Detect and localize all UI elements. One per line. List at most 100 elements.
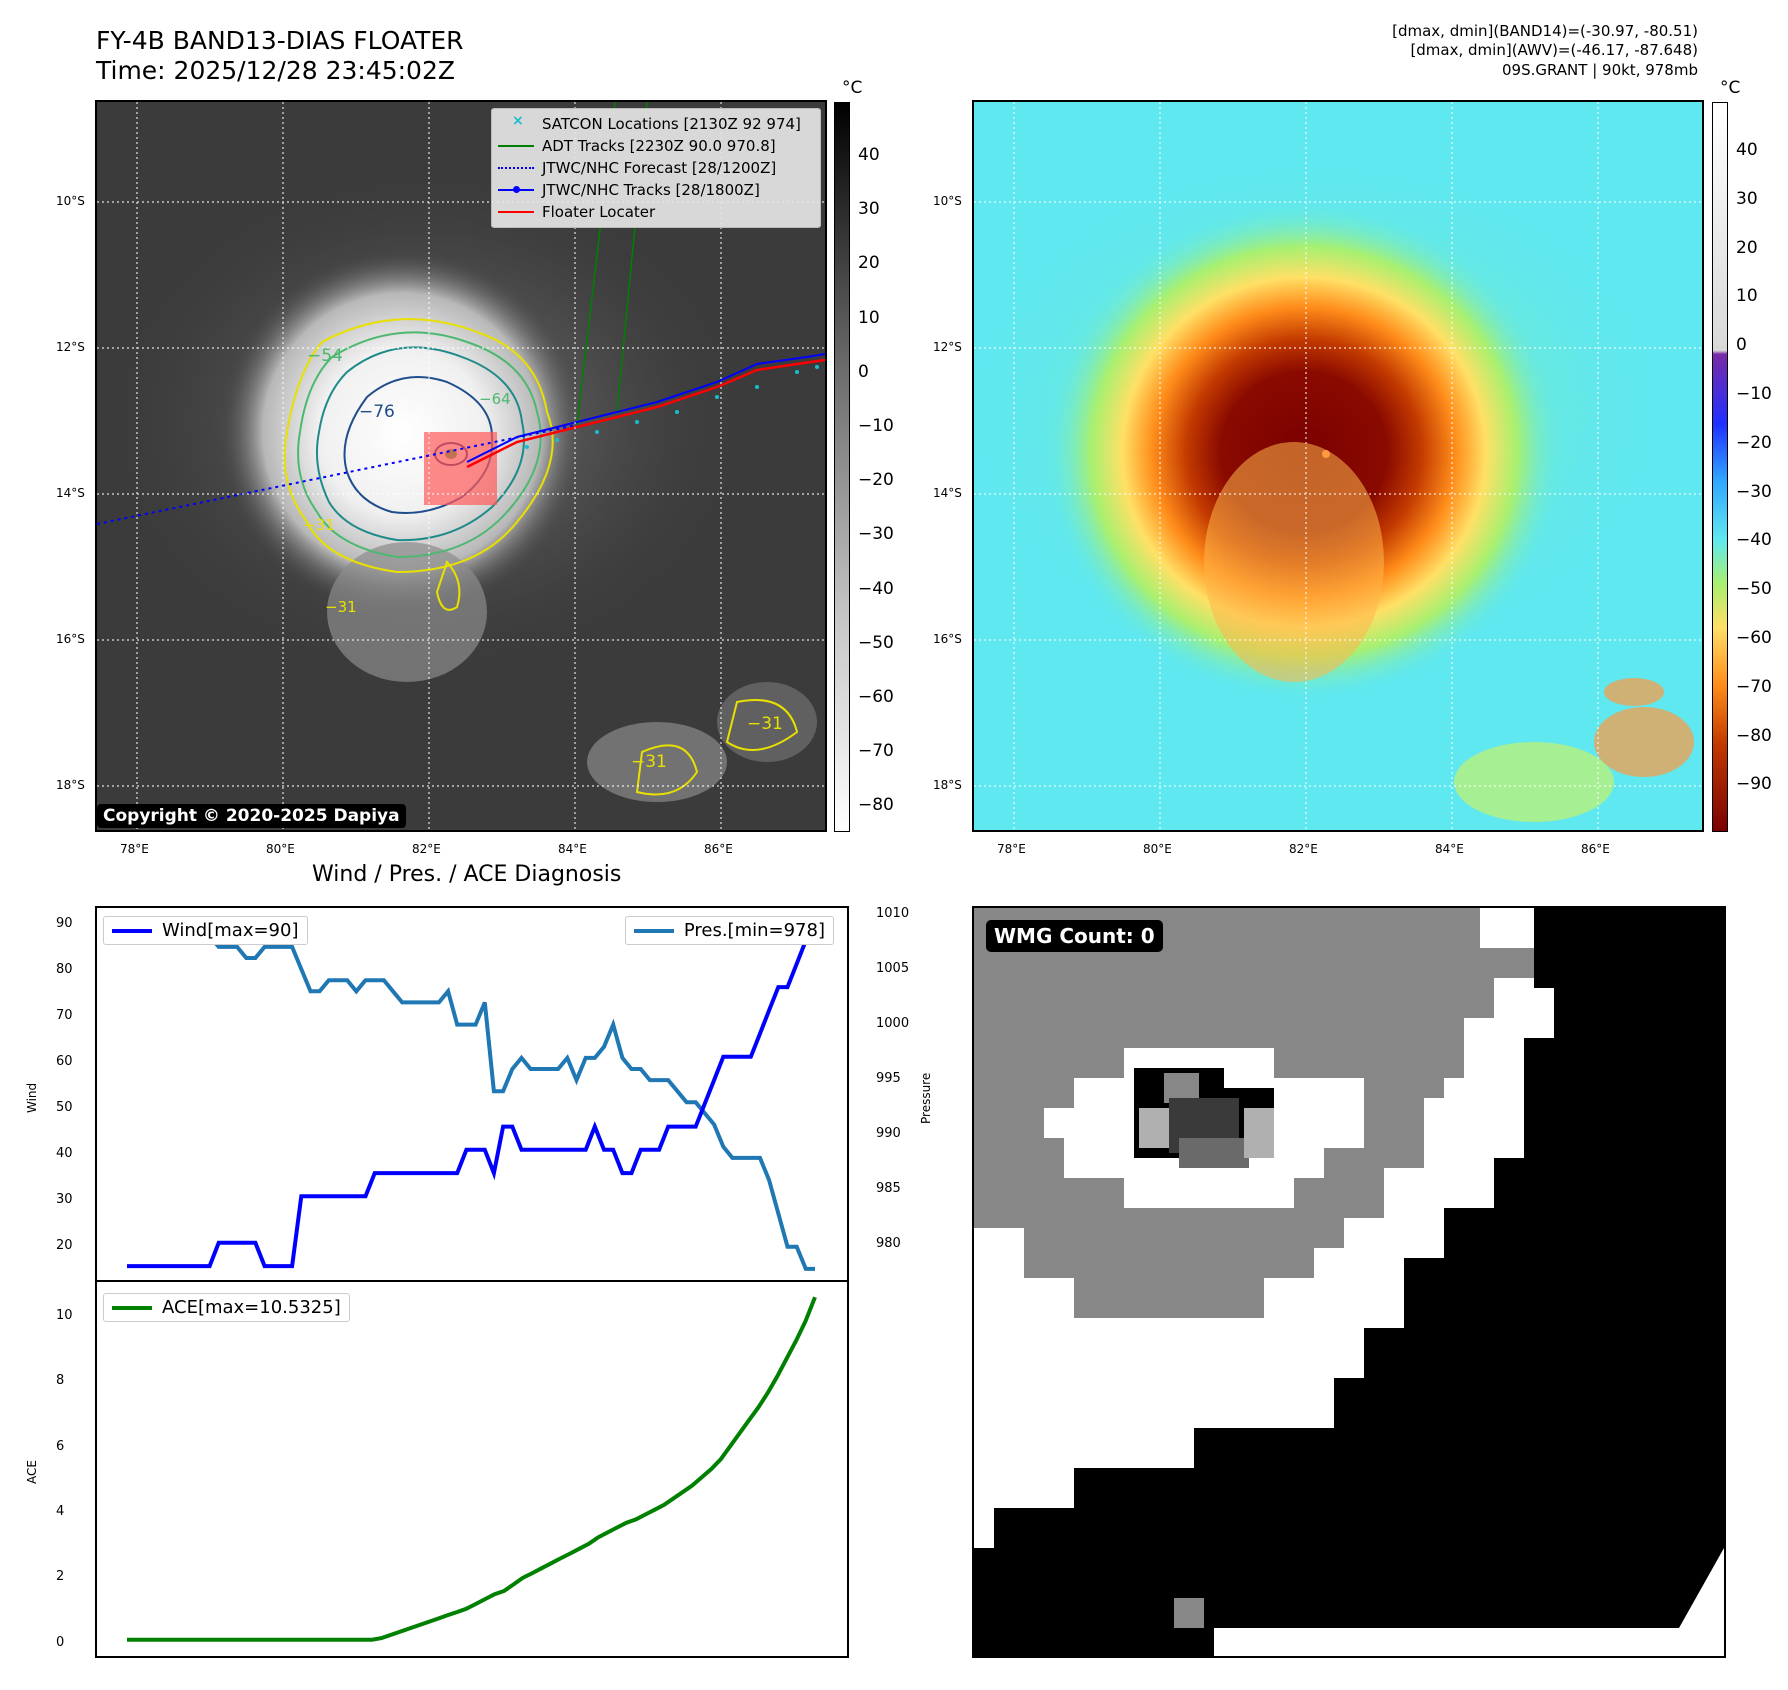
- wv-colorbar-tick: −20: [1736, 432, 1772, 453]
- wind-legend: Wind[max=90]: [103, 916, 308, 945]
- ir-lon-82e: 82°E: [412, 842, 441, 856]
- pressure-tick: 990: [876, 1126, 901, 1141]
- ace-legend-label: ACE[max=10.5325]: [162, 1297, 341, 1318]
- pressure-tick: 1005: [876, 961, 910, 976]
- wind-axis-label: Wind: [25, 1082, 39, 1113]
- ir-colorbar-tick: −70: [858, 741, 894, 762]
- pressure-series-line: [127, 922, 815, 1271]
- legend-tracks-label: JTWC/NHC Tracks [28/1800Z]: [542, 181, 760, 199]
- wind-pressure-plot: [127, 916, 817, 1271]
- wv-lon-80e: 80°E: [1143, 842, 1172, 856]
- ir-colorbar-tick: −20: [858, 470, 894, 491]
- ir-lat-18s: 18°S: [56, 778, 85, 792]
- contour-label-54: −54: [307, 346, 343, 366]
- diag-title: Wind / Pres. / ACE Diagnosis: [312, 862, 622, 887]
- wv-colorbar-tick: 40: [1736, 140, 1758, 160]
- ace-tick: 8: [56, 1373, 65, 1389]
- pressure-tick: 1000: [876, 1016, 910, 1031]
- contour-label-31-d: −31: [747, 714, 783, 734]
- legend-adt-label: ADT Tracks [2230Z 90.0 970.8]: [542, 137, 776, 155]
- ace-legend-line-icon: [112, 1305, 152, 1310]
- ir-map-panel: −54 −76 −64 −31 −31 −31 −31 × SATCON Loc…: [95, 100, 827, 832]
- legend-jtwc-tracks: JTWC/NHC Tracks [28/1800Z]: [498, 179, 814, 201]
- wmg-imagery: [974, 908, 1724, 1656]
- legend-satcon: × SATCON Locations [2130Z 92 974]: [498, 113, 814, 135]
- ir-colorbar-tick: −30: [858, 524, 894, 545]
- wv-colorbar-tick: 30: [1736, 188, 1758, 209]
- copyright-label: Copyright © 2020-2025 Dapiya: [97, 804, 406, 828]
- pressure-legend-label: Pres.[min=978]: [683, 920, 825, 941]
- wv-colorbar-tick: −10: [1736, 384, 1772, 404]
- pressure-legend: Pres.[min=978]: [624, 916, 834, 945]
- ir-colorbar-tick: 10: [858, 307, 880, 328]
- wv-lon-84e: 84°E: [1435, 842, 1464, 856]
- pressure-legend-line-icon: [633, 928, 674, 933]
- ace-axis-label: ACE: [25, 1460, 39, 1484]
- ace-tick: 4: [56, 1503, 65, 1519]
- info-line1: [dmax, dmin](BAND14)=(-30.97, -80.51): [1392, 22, 1698, 40]
- ir-colorbar: [834, 102, 850, 832]
- dot-line-icon: [498, 184, 534, 196]
- wind-tick: 70: [56, 1008, 73, 1023]
- wv-lat-18s: 18°S: [933, 778, 962, 792]
- wv-colorbar-tick: −70: [1736, 676, 1772, 697]
- pressure-tick: 980: [876, 1236, 901, 1251]
- ir-lon-78e: 78°E: [120, 842, 149, 856]
- legend-satcon-label: SATCON Locations [2130Z 92 974]: [542, 115, 801, 133]
- pressure-tick: 995: [876, 1071, 901, 1086]
- wv-colorbar-tick: −40: [1736, 530, 1772, 551]
- contour-label-31-a: −31: [325, 598, 357, 616]
- wind-tick: 80: [56, 962, 73, 977]
- wv-colorbar-unit: °C: [1720, 78, 1741, 98]
- wmg-count-label: WMG Count: 0: [986, 920, 1163, 952]
- wv-colorbar-tick: −90: [1736, 774, 1772, 795]
- ir-colorbar-tick: 0: [858, 361, 869, 382]
- wv-colorbar-tick: 0: [1736, 335, 1747, 356]
- wv-colorbar-tick: 10: [1736, 286, 1758, 307]
- wv-colorbar-tick: −30: [1736, 481, 1772, 502]
- wind-tick: 30: [56, 1192, 73, 1207]
- red-line-icon: [498, 206, 534, 218]
- ir-title-line1: FY-4B BAND13-DIAS FLOATER: [96, 26, 464, 55]
- info-line2: [dmax, dmin](AWV)=(-46.17, -87.648): [1410, 41, 1698, 59]
- legend-floater: Floater Locater: [498, 201, 814, 223]
- ace-plot: [127, 1296, 817, 1642]
- legend-forecast-label: JTWC/NHC Forecast [28/1200Z]: [542, 159, 777, 177]
- ir-colorbar-tick: 30: [858, 199, 880, 220]
- dotted-line-icon: [498, 162, 534, 174]
- contour-label-31-c: −31: [631, 752, 667, 772]
- wv-colorbar: [1712, 102, 1728, 832]
- wv-lon-78e: 78°E: [997, 842, 1026, 856]
- wind-tick: 90: [56, 916, 73, 931]
- wv-lat-10s: 10°S: [933, 194, 962, 208]
- contour-label-64: −64: [479, 390, 511, 408]
- ace-tick: 10: [56, 1308, 73, 1323]
- ir-colorbar-tick: −50: [858, 632, 894, 653]
- wv-map-panel: [972, 100, 1704, 832]
- pressure-axis-label: Pressure: [919, 1072, 933, 1124]
- ir-colorbar-tick: −80: [858, 795, 894, 816]
- ir-lat-16s: 16°S: [56, 632, 85, 646]
- ir-lon-80e: 80°E: [266, 842, 295, 856]
- ir-colorbar-tick: 40: [858, 145, 880, 165]
- ir-colorbar-tick: −10: [858, 416, 894, 436]
- ace-tick: 2: [56, 1569, 65, 1585]
- info-line3: 09S.GRANT | 90kt, 978mb: [1501, 61, 1698, 79]
- wv-lon-82e: 82°E: [1289, 842, 1318, 856]
- satcon-marker-icon: ×: [512, 113, 524, 129]
- legend-floater-label: Floater Locater: [542, 203, 656, 221]
- ace-tick: 0: [56, 1634, 65, 1650]
- legend-jtwc-forecast: JTWC/NHC Forecast [28/1200Z]: [498, 157, 814, 179]
- pressure-tick: 1010: [876, 906, 910, 921]
- contour-label-76: −76: [359, 402, 395, 422]
- wmg-panel: WMG Count: 0: [972, 906, 1726, 1658]
- ir-colorbar-tick: −40: [858, 578, 894, 599]
- wind-tick: 40: [56, 1146, 73, 1161]
- ir-lat-14s: 14°S: [56, 486, 85, 500]
- wv-lat-16s: 16°S: [933, 632, 962, 646]
- wv-lat-14s: 14°S: [933, 486, 962, 500]
- contour-label-31-b: −31: [303, 516, 335, 534]
- wind-legend-line-icon: [112, 928, 152, 933]
- ir-colorbar-unit: °C: [842, 78, 863, 98]
- wind-series-line: [127, 916, 817, 1269]
